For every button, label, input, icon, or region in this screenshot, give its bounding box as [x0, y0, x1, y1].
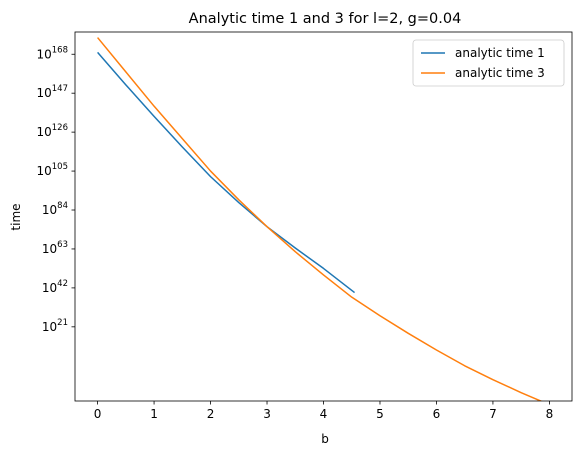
- x-tick-label: 1: [150, 407, 158, 421]
- y-tick-label: 10168: [36, 45, 68, 61]
- x-tick-label: 0: [94, 407, 102, 421]
- x-tick-label: 7: [489, 407, 497, 421]
- plot-content: [98, 38, 550, 405]
- axes: 0 1 2 3 4 5 6 7 8 1021 1042 1063 1084 10105 10126 10147…: [36, 32, 572, 421]
- x-tick-label: 5: [376, 407, 384, 421]
- y-tick-label: 1021: [42, 318, 68, 334]
- axes-frame: [75, 32, 572, 401]
- legend-label-1: analytic time 1: [455, 46, 545, 60]
- x-tick-label: 2: [207, 407, 215, 421]
- y-tick-label: 10105: [36, 162, 68, 178]
- x-tick-label: 4: [320, 407, 328, 421]
- legend-label-2: analytic time 3: [455, 66, 545, 80]
- y-tick-label: 1042: [42, 279, 68, 295]
- series-line-2: [98, 38, 550, 405]
- y-tick-label: 10126: [36, 123, 68, 139]
- x-tick-label: 6: [433, 407, 441, 421]
- y-tick-label: 1084: [42, 201, 68, 217]
- x-tick-label: 8: [546, 407, 554, 421]
- y-axis-label: time: [9, 203, 23, 230]
- legend: analytic time 1 analytic time 3: [413, 40, 564, 86]
- y-tick-label: 10147: [36, 84, 68, 100]
- x-tick-label: 3: [263, 407, 271, 421]
- series-line-1: [98, 52, 355, 292]
- chart-title: Analytic time 1 and 3 for l=2, g=0.04: [189, 11, 462, 27]
- y-tick-label: 1063: [42, 240, 68, 256]
- x-axis-label: b: [321, 432, 329, 446]
